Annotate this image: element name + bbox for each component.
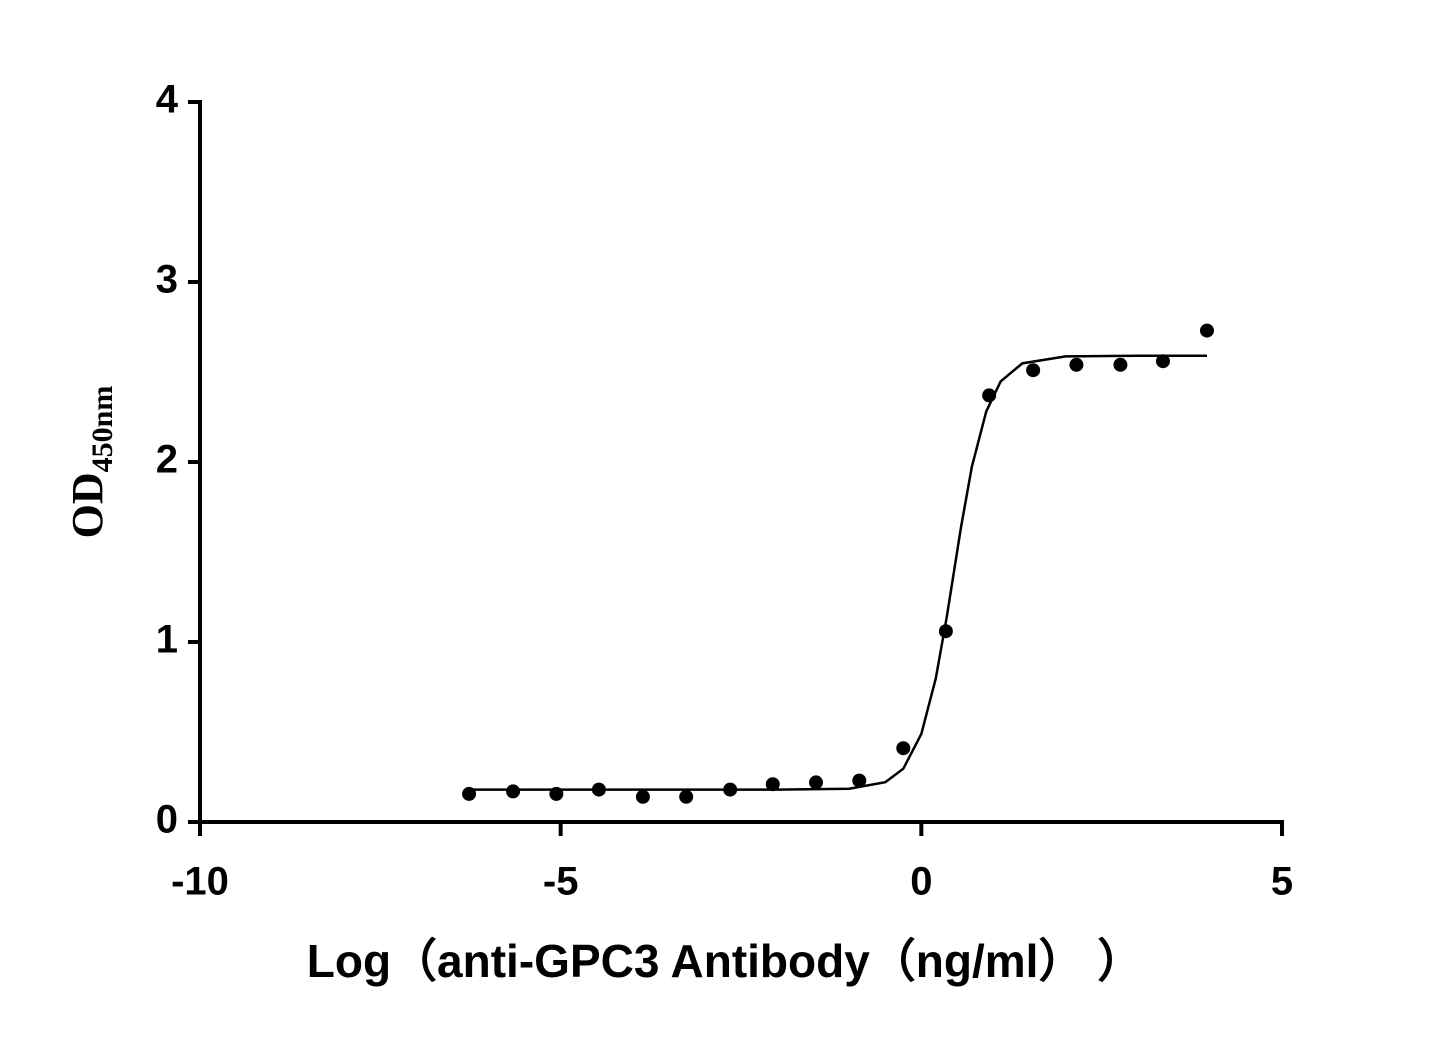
fit-curve [469,354,1207,791]
data-point [1069,357,1084,372]
x-axis-label: Log（anti-GPC3 Antibody（ng/ml） ） [307,935,1143,987]
data-point [896,741,911,756]
y-tick-label: 2 [156,438,178,482]
y-tick-label: 0 [156,798,178,842]
data-point [506,784,521,799]
x-tick-label: -5 [543,860,579,904]
data-point [852,773,867,788]
x-tick-label: 5 [1271,860,1293,904]
data-point [809,775,824,790]
data-point [765,777,780,792]
x-tick-label: 0 [910,860,932,904]
x-tick-label: -10 [171,860,229,904]
y-tick-label: 1 [156,618,178,662]
data-point [1199,323,1214,338]
data-point [1113,357,1128,372]
y-axis-label-main: OD [63,472,112,538]
y-axis-label-sub: 450nm [86,386,119,473]
y-axis-label-group: OD450nm [63,386,119,539]
data-point [679,789,694,804]
data-point [1155,354,1170,369]
data-point [1026,363,1041,378]
y-tick-label: 3 [156,258,178,302]
y-axis-label: OD450nm [63,386,119,539]
y-tick-label: 4 [156,78,179,122]
data-point [635,789,650,804]
